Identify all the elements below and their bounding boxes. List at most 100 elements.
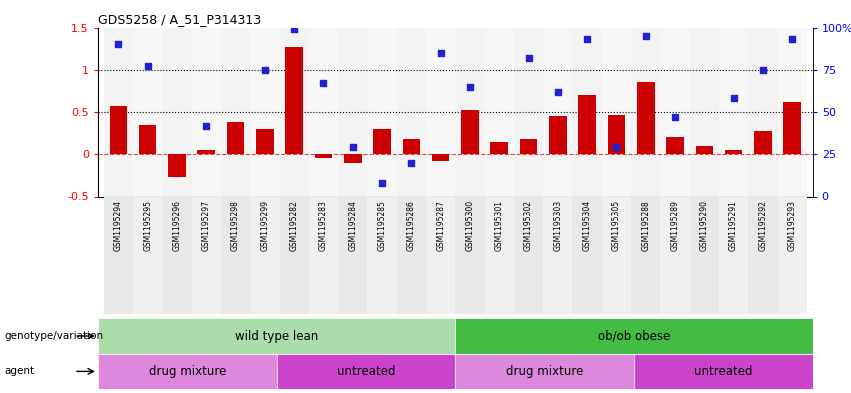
- Bar: [660, 196, 689, 314]
- Bar: [602, 196, 631, 314]
- Point: [463, 83, 477, 90]
- Bar: [279, 28, 309, 196]
- Text: GSM1195302: GSM1195302: [524, 200, 533, 251]
- Text: GSM1195283: GSM1195283: [319, 200, 328, 251]
- Point: [404, 160, 418, 166]
- Bar: [426, 28, 455, 196]
- Bar: [602, 28, 631, 196]
- Point: [288, 26, 301, 32]
- Bar: [608, 116, 625, 154]
- Bar: [368, 28, 397, 196]
- Bar: [221, 28, 250, 196]
- Bar: [579, 95, 596, 154]
- Bar: [573, 196, 602, 314]
- Bar: [191, 28, 221, 196]
- Bar: [197, 150, 215, 154]
- Bar: [490, 141, 508, 154]
- Bar: [637, 83, 654, 154]
- Point: [111, 41, 125, 48]
- Bar: [514, 196, 543, 314]
- Text: GSM1195297: GSM1195297: [202, 200, 211, 251]
- Bar: [338, 196, 368, 314]
- Bar: [397, 196, 426, 314]
- Bar: [277, 354, 455, 389]
- Bar: [455, 28, 484, 196]
- Point: [609, 144, 623, 151]
- Point: [580, 36, 594, 42]
- Point: [258, 66, 271, 73]
- Bar: [163, 196, 191, 314]
- Bar: [368, 196, 397, 314]
- Text: GSM1195305: GSM1195305: [612, 200, 621, 251]
- Bar: [689, 28, 719, 196]
- Point: [727, 95, 740, 102]
- Bar: [631, 28, 660, 196]
- Bar: [133, 196, 163, 314]
- Bar: [455, 318, 813, 354]
- Text: ob/ob obese: ob/ob obese: [598, 329, 670, 343]
- Bar: [403, 139, 420, 154]
- Point: [346, 144, 360, 151]
- Bar: [784, 102, 801, 154]
- Bar: [543, 196, 573, 314]
- Bar: [374, 129, 391, 154]
- Text: drug mixture: drug mixture: [506, 365, 583, 378]
- Bar: [660, 28, 689, 196]
- Bar: [461, 110, 479, 154]
- Point: [551, 88, 564, 95]
- Text: GSM1195292: GSM1195292: [758, 200, 768, 251]
- Text: GSM1195282: GSM1195282: [289, 200, 299, 251]
- Text: GSM1195301: GSM1195301: [494, 200, 504, 251]
- Text: drug mixture: drug mixture: [149, 365, 226, 378]
- Bar: [748, 196, 778, 314]
- Bar: [719, 196, 748, 314]
- Bar: [426, 196, 455, 314]
- Bar: [689, 196, 719, 314]
- Bar: [309, 196, 338, 314]
- Bar: [725, 150, 742, 154]
- Bar: [634, 354, 813, 389]
- Text: wild type lean: wild type lean: [235, 329, 318, 343]
- Bar: [455, 196, 484, 314]
- Text: GSM1195295: GSM1195295: [143, 200, 152, 251]
- Text: GSM1195293: GSM1195293: [788, 200, 797, 251]
- Text: GSM1195291: GSM1195291: [729, 200, 738, 251]
- Bar: [133, 28, 163, 196]
- Bar: [338, 28, 368, 196]
- Bar: [104, 196, 133, 314]
- Text: GSM1195298: GSM1195298: [231, 200, 240, 251]
- Text: GSM1195300: GSM1195300: [465, 200, 475, 251]
- Bar: [226, 122, 244, 154]
- Bar: [315, 154, 332, 158]
- Point: [756, 66, 769, 73]
- Bar: [754, 130, 772, 154]
- Text: GSM1195296: GSM1195296: [173, 200, 181, 251]
- Bar: [455, 354, 634, 389]
- Text: GSM1195299: GSM1195299: [260, 200, 270, 251]
- Bar: [748, 28, 778, 196]
- Point: [199, 122, 213, 129]
- Bar: [279, 196, 309, 314]
- Point: [434, 50, 448, 56]
- Bar: [163, 28, 191, 196]
- Bar: [98, 318, 455, 354]
- Text: GSM1195287: GSM1195287: [436, 200, 445, 251]
- Text: untreated: untreated: [337, 365, 395, 378]
- Bar: [168, 154, 186, 177]
- Bar: [719, 28, 748, 196]
- Text: genotype/variation: genotype/variation: [4, 331, 103, 341]
- Bar: [139, 125, 157, 154]
- Bar: [543, 28, 573, 196]
- Bar: [250, 28, 279, 196]
- Bar: [285, 47, 303, 154]
- Point: [639, 33, 653, 39]
- Text: GSM1195304: GSM1195304: [583, 200, 591, 251]
- Bar: [778, 196, 807, 314]
- Bar: [520, 139, 537, 154]
- Text: GSM1195288: GSM1195288: [641, 200, 650, 251]
- Bar: [256, 129, 274, 154]
- Bar: [666, 137, 684, 154]
- Text: GSM1195285: GSM1195285: [378, 200, 386, 251]
- Bar: [778, 28, 807, 196]
- Bar: [484, 28, 514, 196]
